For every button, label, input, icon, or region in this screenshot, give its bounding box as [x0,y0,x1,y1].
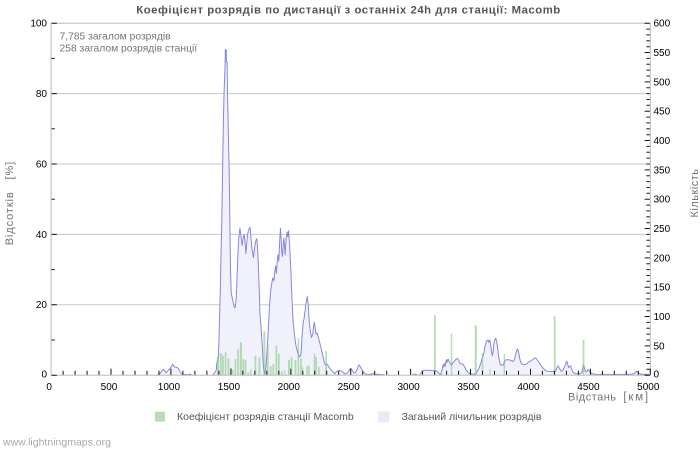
svg-text:4000: 4000 [517,382,540,393]
svg-text:[км]: [км] [623,391,650,403]
svg-text:450: 450 [654,107,671,118]
svg-text:50: 50 [654,341,666,352]
svg-text:350: 350 [654,165,671,176]
svg-text:300: 300 [654,195,671,206]
svg-text:400: 400 [654,136,671,147]
svg-text:100: 100 [30,19,47,30]
svg-text:Відстань: Відстань [568,391,617,403]
svg-text:500: 500 [654,77,671,88]
svg-text:0: 0 [46,382,52,393]
svg-text:Кількість: Кількість [689,168,700,217]
svg-text:1000: 1000 [158,382,181,393]
svg-text:200: 200 [654,253,671,264]
svg-text:3500: 3500 [457,382,480,393]
svg-text:0: 0 [41,370,47,381]
svg-text:7,785 загалом розрядів: 7,785 загалом розрядів [60,31,172,42]
svg-text:www.lightningmaps.org: www.lightningmaps.org [2,437,111,449]
svg-text:0: 0 [654,370,660,381]
svg-text:100: 100 [654,312,671,323]
svg-text:80: 80 [36,89,48,100]
svg-text:500: 500 [101,382,118,393]
svg-text:Загаьний лічильник розрядів: Загаьний лічильник розрядів [402,411,542,423]
svg-text:40: 40 [36,230,48,241]
svg-text:258 загалом розрядів станції: 258 загалом розрядів станції [60,44,198,55]
svg-text:150: 150 [654,283,671,294]
svg-text:Відсотків [%]: Відсотків [%] [4,161,16,245]
svg-text:250: 250 [654,224,671,235]
svg-text:20: 20 [36,300,48,311]
svg-text:550: 550 [654,48,671,59]
svg-text:60: 60 [36,159,48,170]
svg-text:2000: 2000 [278,382,301,393]
svg-text:Коефіцієнт розрядів по дистанц: Коефіцієнт розрядів по дистанції з остан… [136,4,560,16]
svg-text:5000: 5000 [637,382,660,393]
svg-text:3000: 3000 [397,382,420,393]
svg-text:600: 600 [654,19,671,30]
svg-text:1500: 1500 [218,382,241,393]
svg-text:Коефіцієнт розрядів станції Ma: Коефіцієнт розрядів станції Macomb [177,411,354,423]
svg-text:2500: 2500 [338,382,361,393]
svg-text:4500: 4500 [577,382,600,393]
